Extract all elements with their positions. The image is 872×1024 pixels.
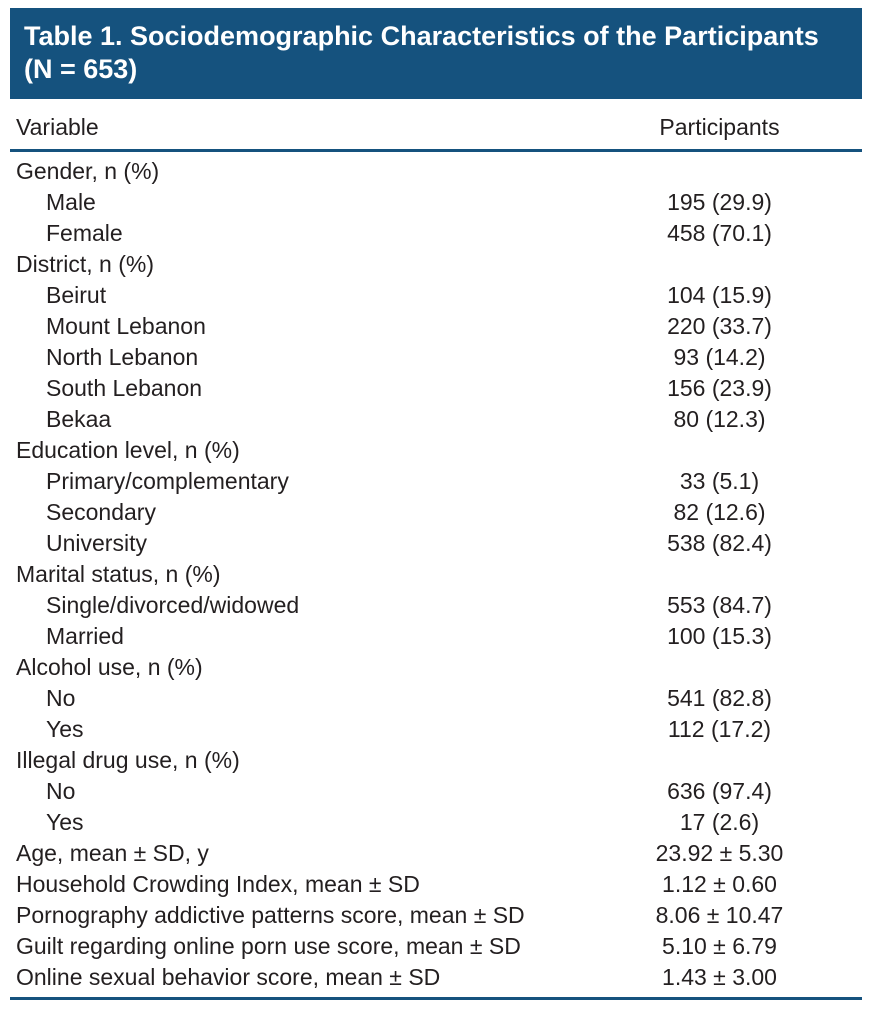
row-label: South Lebanon	[46, 375, 203, 401]
table-row: Household Crowding Index, mean ± SD 1.12 …	[10, 869, 862, 900]
table-row: Yes 17 (2.6)	[10, 807, 862, 838]
table-row: Pornography addictive patterns score, me…	[10, 900, 862, 931]
row-label: Household Crowding Index, mean ± SD	[16, 871, 420, 897]
row-value: 104 (15.9)	[667, 282, 772, 308]
sociodemographic-table: Variable Participants Gender, n (%) Male 1…	[10, 105, 862, 1000]
row-label: Married	[46, 623, 124, 649]
table-header: Variable Participants	[10, 105, 862, 151]
row-label: Alcohol use, n (%)	[16, 654, 203, 680]
row-label: District, n (%)	[16, 251, 154, 277]
table-group-row: Alcohol use, n (%)	[10, 652, 862, 683]
table-group-row: Gender, n (%)	[10, 151, 862, 188]
column-header-variable: Variable	[16, 114, 99, 140]
table-title: Table 1. Sociodemographic Characteristic…	[10, 8, 862, 99]
row-label: No	[46, 685, 76, 711]
row-label: Female	[46, 220, 123, 246]
row-label: Secondary	[46, 499, 156, 525]
row-label: Yes	[46, 716, 84, 742]
row-label: Illegal drug use, n (%)	[16, 747, 240, 773]
table-row: Online sexual behavior score, mean ± SD 1…	[10, 962, 862, 999]
row-label: Gender, n (%)	[16, 158, 160, 184]
row-label: Single/divorced/widowed	[46, 592, 300, 618]
row-value: 82 (12.6)	[673, 499, 766, 525]
table-row: Mount Lebanon 220 (33.7)	[10, 311, 862, 342]
table-group-row: Marital status, n (%)	[10, 559, 862, 590]
row-label: Primary/complementary	[46, 468, 289, 494]
row-value: 458 (70.1)	[667, 220, 772, 246]
row-label: Marital status, n (%)	[16, 561, 221, 587]
row-label: Pornography addictive patterns score, me…	[16, 902, 525, 928]
row-label: No	[46, 778, 76, 804]
row-label: Beirut	[46, 282, 107, 308]
row-value	[577, 249, 862, 280]
row-value: 220 (33.7)	[667, 313, 772, 339]
table-row: Secondary 82 (12.6)	[10, 497, 862, 528]
table-group-row: District, n (%)	[10, 249, 862, 280]
row-value: 80 (12.3)	[673, 406, 766, 432]
table-row: Single/divorced/widowed 553 (84.7)	[10, 590, 862, 621]
table-row: Beirut 104 (15.9)	[10, 280, 862, 311]
table-group-row: Illegal drug use, n (%)	[10, 745, 862, 776]
table-row: Female 458 (70.1)	[10, 218, 862, 249]
table-row: Bekaa 80 (12.3)	[10, 404, 862, 435]
row-label: Bekaa	[46, 406, 112, 432]
row-value: 17 (2.6)	[679, 809, 760, 835]
row-value: 156 (23.9)	[667, 375, 772, 401]
table-body: Gender, n (%) Male 195 (29.9) Female 458 (70…	[10, 151, 862, 999]
row-label: North Lebanon	[46, 344, 199, 370]
row-value	[577, 745, 862, 776]
row-value: 1.43 ± 3.00	[662, 964, 777, 990]
table-row: Guilt regarding online porn use score, m…	[10, 931, 862, 962]
row-value: 100 (15.3)	[667, 623, 772, 649]
table-row: No 541 (82.8)	[10, 683, 862, 714]
column-header-participants: Participants	[659, 114, 780, 140]
table-row: Age, mean ± SD, y 23.92 ± 5.30	[10, 838, 862, 869]
row-value	[577, 559, 862, 590]
row-label: Yes	[46, 809, 84, 835]
row-value: 5.10 ± 6.79	[662, 933, 777, 959]
row-value: 23.92 ± 5.30	[655, 840, 784, 866]
row-value: 538 (82.4)	[667, 530, 772, 556]
row-label: Male	[46, 189, 96, 215]
table-row: Primary/complementary 33 (5.1)	[10, 466, 862, 497]
table-row: Yes 112 (17.2)	[10, 714, 862, 745]
table-row: North Lebanon 93 (14.2)	[10, 342, 862, 373]
row-value	[577, 435, 862, 466]
row-label: Mount Lebanon	[46, 313, 206, 339]
row-value	[577, 652, 862, 683]
table-row: University 538 (82.4)	[10, 528, 862, 559]
row-label: Online sexual behavior score, mean ± SD	[16, 964, 441, 990]
row-label: Guilt regarding online porn use score, m…	[16, 933, 521, 959]
row-value: 112 (17.2)	[667, 716, 772, 742]
row-value: 33 (5.1)	[679, 468, 760, 494]
table-row: Married 100 (15.3)	[10, 621, 862, 652]
row-value: 195 (29.9)	[667, 189, 772, 215]
table-group-row: Education level, n (%)	[10, 435, 862, 466]
table-header-row: Variable Participants	[10, 105, 862, 151]
row-value: 541 (82.8)	[667, 685, 772, 711]
row-value: 636 (97.4)	[667, 778, 772, 804]
row-value: 8.06 ± 10.47	[655, 902, 784, 928]
table-row: Male 195 (29.9)	[10, 187, 862, 218]
row-label: Education level, n (%)	[16, 437, 240, 463]
row-label: University	[46, 530, 147, 556]
row-value	[577, 151, 862, 188]
row-value: 93 (14.2)	[673, 344, 766, 370]
row-value: 1.12 ± 0.60	[662, 871, 777, 897]
row-value: 553 (84.7)	[667, 592, 772, 618]
table-row: South Lebanon 156 (23.9)	[10, 373, 862, 404]
table-row: No 636 (97.4)	[10, 776, 862, 807]
row-label: Age, mean ± SD, y	[16, 840, 209, 866]
